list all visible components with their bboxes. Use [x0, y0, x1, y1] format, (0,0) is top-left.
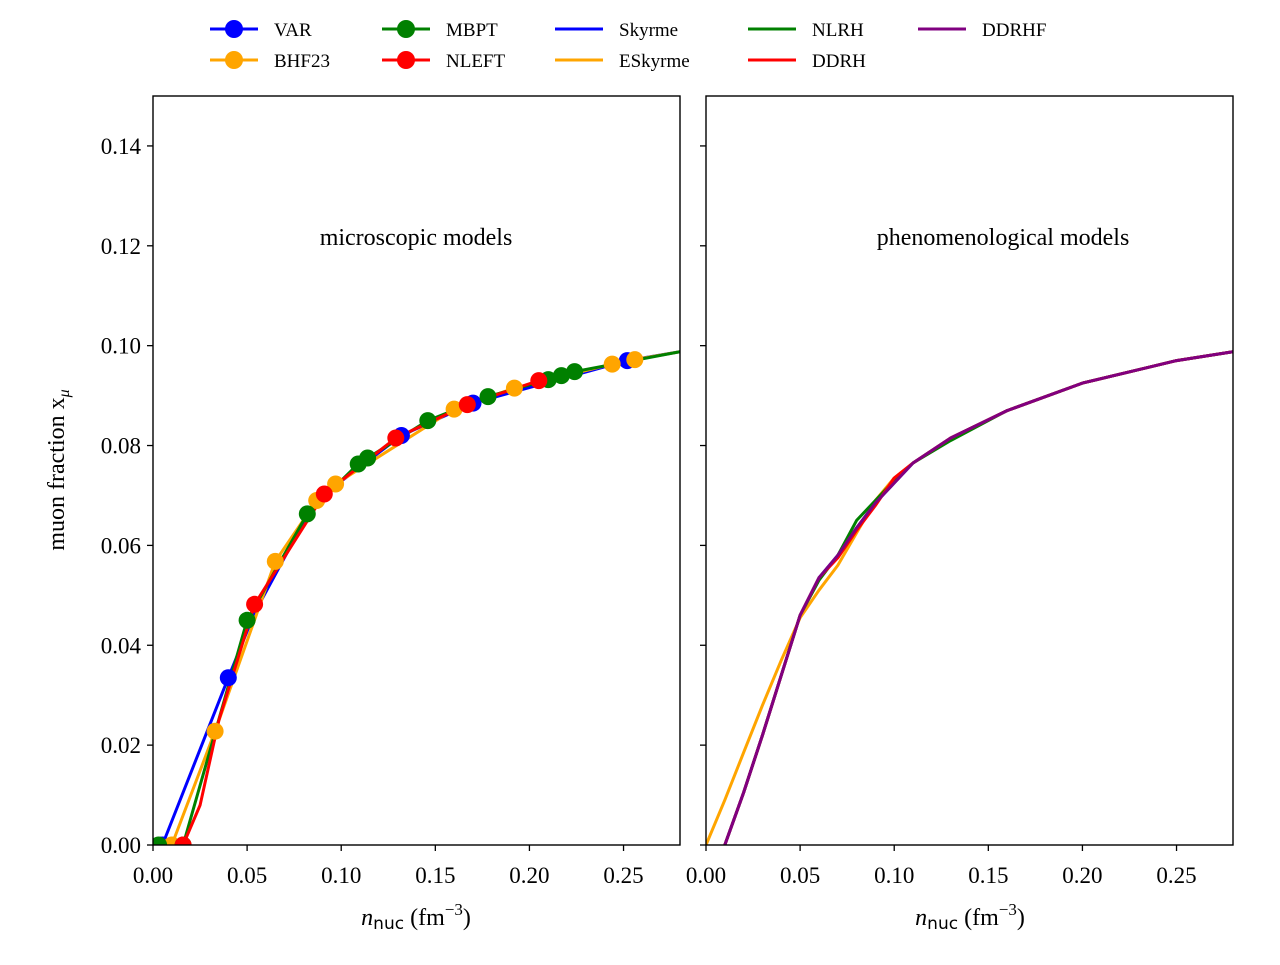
legend-marker [397, 20, 415, 38]
data-point-nleft [458, 396, 476, 414]
y-tick-label: 0.00 [101, 833, 141, 858]
series-line-ddrhf [723, 350, 1233, 845]
y-tick-label: 0.10 [101, 334, 141, 359]
x-tick-label: 0.20 [509, 863, 549, 888]
left-y-ticks: 0.00 0.02 0.04 0.06 0.08 0.10 0.12 0.14 [101, 134, 153, 858]
x-tick-label: 0.15 [415, 863, 455, 888]
legend-marker [225, 51, 243, 69]
legend-label: ESkyrme [619, 51, 690, 72]
legend-entry-eskyrme: ESkyrme [555, 51, 690, 72]
data-point-mbpt [552, 367, 570, 385]
legend-entry-bhf23: BHF23 [210, 51, 330, 72]
x-tick-label: 0.05 [780, 863, 820, 888]
legend-entry-ddrhf: DDRHF [918, 20, 1046, 41]
right-panel: 0.00 0.05 0.10 0.15 0.20 0.25 phenomenologica… [686, 95, 1234, 934]
data-point-mbpt [238, 611, 256, 629]
data-point-bhf23 [206, 722, 224, 740]
series-line-nleft [181, 374, 568, 845]
legend-entry-nleft: NLEFT [382, 51, 506, 72]
x-tick-label: 0.00 [686, 863, 726, 888]
legend-label: VAR [274, 20, 312, 41]
right-annotation: phenomenological models [877, 225, 1130, 251]
data-point-nleft [246, 595, 264, 613]
legend-label: BHF23 [274, 51, 330, 72]
data-point-nleft [174, 836, 192, 845]
data-point-bhf23 [327, 475, 345, 493]
series-line-var [153, 350, 680, 845]
y-tick-label: 0.06 [101, 533, 141, 558]
data-point-mbpt [479, 388, 497, 406]
legend-label: NLRH [812, 20, 864, 41]
legend-entry-mbpt: MBPT [382, 20, 498, 41]
data-point-mbpt [566, 363, 584, 381]
legend-label: MBPT [446, 20, 498, 41]
left-plot-area [153, 350, 680, 845]
x-tick-label: 0.15 [968, 863, 1008, 888]
y-tick-label: 0.14 [101, 134, 142, 159]
right-axes-frame [705, 95, 1234, 846]
series-line-eskyrme [706, 350, 1233, 845]
data-point-bhf23 [505, 379, 523, 397]
data-point-bhf23 [445, 400, 463, 418]
y-tick-label: 0.02 [101, 733, 141, 758]
data-point-mbpt [298, 505, 316, 523]
data-point-mbpt [419, 412, 437, 430]
data-point-mbpt [153, 836, 168, 845]
data-point-bhf23 [603, 355, 621, 373]
x-tick-label: 0.00 [133, 863, 173, 888]
data-point-bhf23 [626, 351, 644, 369]
data-point-mbpt [359, 449, 377, 467]
left-x-axis-label: nnuc (fm−3) [361, 900, 471, 934]
right-plot-area [706, 350, 1233, 845]
legend-entry-skyrme: Skyrme [555, 20, 678, 41]
x-tick-label: 0.20 [1062, 863, 1102, 888]
left-y-axis-label: muon fraction xμ [44, 389, 73, 550]
x-tick-label: 0.25 [1156, 863, 1196, 888]
legend-entry-nlrh: NLRH [748, 20, 864, 41]
legend-label: NLEFT [446, 51, 506, 72]
left-annotation: microscopic models [320, 225, 513, 251]
right-x-ticks: 0.00 0.05 0.10 0.15 0.20 0.25 [686, 845, 1197, 888]
y-tick-label: 0.04 [101, 633, 142, 658]
data-point-nleft [530, 372, 548, 390]
legend-entry-ddrh: DDRH [748, 51, 866, 72]
y-tick-label: 0.12 [101, 234, 141, 259]
x-tick-label: 0.10 [321, 863, 361, 888]
legend-label: Skyrme [619, 20, 678, 41]
data-point-var [219, 669, 237, 687]
data-point-nleft [315, 485, 333, 503]
x-tick-label: 0.05 [227, 863, 267, 888]
right-y-ticks [700, 145, 706, 846]
data-point-bhf23 [266, 552, 284, 570]
left-x-ticks: 0.00 0.05 0.10 0.15 0.20 0.25 [133, 845, 644, 888]
y-tick-label: 0.08 [101, 434, 141, 459]
data-point-nleft [387, 429, 405, 447]
legend: VAR BHF23 MBPT NLEFT Skyrme ESkyrme NLRH DDRH DD… [210, 20, 1046, 72]
right-x-axis-label: nnuc (fm−3) [915, 900, 1025, 934]
legend-label: DDRH [812, 51, 866, 72]
x-tick-label: 0.10 [874, 863, 914, 888]
legend-entry-var: VAR [210, 20, 312, 41]
legend-marker [397, 51, 415, 69]
x-tick-label: 0.25 [603, 863, 643, 888]
legend-marker [225, 20, 243, 38]
left-axes-frame [152, 95, 681, 846]
left-panel: 0.00 0.05 0.10 0.15 0.20 0.25 0.000.020.040.0… [44, 95, 681, 934]
legend-label: DDRHF [982, 20, 1046, 41]
